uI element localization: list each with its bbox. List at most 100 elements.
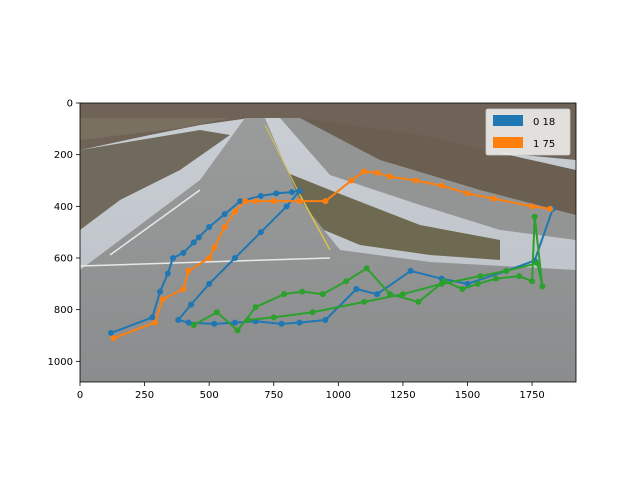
- series-2-point: [343, 278, 350, 285]
- series-0-point: [278, 320, 285, 327]
- series-2: [190, 213, 546, 334]
- series-0-point: [232, 319, 238, 326]
- x-tick-label: 500: [200, 390, 219, 401]
- x-tick-label: 0: [77, 390, 83, 401]
- y-tick-label: 600: [54, 254, 73, 265]
- series-0-point: [185, 319, 192, 326]
- series-0-point: [170, 255, 176, 261]
- series-0-point: [211, 320, 218, 327]
- series-1-point: [464, 190, 471, 197]
- series-2-point: [309, 309, 316, 316]
- x-tick-label: 1500: [455, 390, 480, 401]
- series-0-point: [283, 203, 290, 210]
- series-0-point: [180, 249, 187, 256]
- series-1-point: [211, 244, 218, 251]
- series-1-point: [361, 168, 368, 175]
- series-2-point: [270, 314, 277, 321]
- series-2-point: [531, 213, 538, 220]
- y-tick-label: 0: [67, 99, 73, 110]
- series-0: [108, 187, 556, 336]
- series-0-point: [296, 187, 303, 194]
- series-1-line: [113, 170, 551, 340]
- series-1-point: [412, 177, 419, 184]
- axis-ticks: 0 250 500 750 1000 1250 1500 1750 0 200 400 600 800 1…: [48, 99, 545, 402]
- series-0-point: [175, 317, 182, 323]
- series-0-point: [257, 229, 264, 236]
- series-0-point: [206, 224, 213, 230]
- series-0-point: [190, 239, 197, 246]
- series-2-point: [319, 291, 326, 298]
- series-0-point: [206, 280, 213, 287]
- series-0-point: [237, 198, 244, 205]
- series-0-point: [374, 291, 381, 298]
- series-1-point: [242, 198, 249, 205]
- series-0-point: [273, 190, 280, 197]
- series-1-point: [180, 286, 187, 292]
- series-0-point: [188, 301, 195, 308]
- series-1-point: [270, 198, 277, 205]
- series-1-point: [221, 224, 228, 230]
- legend-label-0: 0 18: [533, 117, 555, 128]
- series-0-point: [353, 286, 360, 292]
- series-1-point: [490, 195, 497, 202]
- series-0-point: [108, 329, 114, 336]
- series-1: [110, 168, 554, 342]
- series-2-point: [438, 280, 445, 287]
- series-2-point: [534, 260, 541, 267]
- series-1-point: [322, 198, 329, 205]
- series-1-point: [159, 296, 166, 303]
- series-2-point: [213, 309, 220, 316]
- series-1-point: [110, 335, 117, 342]
- series-2-point: [399, 291, 406, 298]
- series-1-point: [374, 169, 381, 176]
- series-2-point: [503, 267, 510, 274]
- plot-area-frame: [79, 102, 577, 383]
- y-tick-label: 800: [54, 305, 73, 316]
- x-tick-label: 1000: [326, 390, 351, 401]
- legend-swatch-0: [493, 115, 523, 126]
- legend-swatch-1: [493, 137, 523, 148]
- series-0-point: [407, 267, 414, 274]
- series-2-point: [474, 280, 481, 287]
- series-2-point: [387, 291, 393, 298]
- series-2-line: [193, 215, 544, 332]
- series-1-point: [387, 173, 393, 180]
- series-1-point: [348, 177, 355, 184]
- series-layer: [108, 168, 556, 342]
- series-2-point: [190, 322, 197, 329]
- series-2-point: [516, 273, 523, 280]
- series-0-point: [221, 211, 228, 218]
- series-0-point: [464, 280, 471, 287]
- series-0-point: [164, 270, 171, 277]
- series-0-point: [322, 317, 329, 323]
- series-2-point: [361, 298, 368, 305]
- series-2-point: [363, 265, 370, 272]
- series-1-point: [252, 198, 259, 205]
- x-tick-label: 1250: [390, 390, 415, 401]
- x-tick-label: 1750: [519, 390, 544, 401]
- series-0-point: [232, 255, 238, 261]
- series-1-point: [185, 267, 192, 274]
- y-tick-label: 200: [54, 150, 73, 161]
- series-0-point: [296, 319, 303, 326]
- legend: 0 18 1 75: [485, 108, 571, 156]
- series-0-point: [288, 189, 295, 196]
- y-tick-label: 1000: [48, 357, 73, 368]
- series-2-point: [252, 304, 259, 311]
- series-2-point: [492, 275, 499, 282]
- series-1-point: [206, 255, 213, 261]
- series-2-point: [539, 283, 546, 290]
- series-1-point: [438, 182, 445, 189]
- series-1-point: [296, 198, 303, 205]
- series-0-point: [195, 234, 202, 241]
- series-2-point: [281, 291, 288, 298]
- series-0-point: [157, 288, 164, 295]
- series-2-point: [234, 327, 241, 334]
- series-0-point: [149, 314, 156, 321]
- series-2-point: [477, 273, 484, 280]
- series-1-point: [547, 205, 554, 212]
- series-1-point: [529, 203, 536, 210]
- series-1-point: [232, 208, 238, 215]
- legend-label-1: 1 75: [533, 139, 555, 150]
